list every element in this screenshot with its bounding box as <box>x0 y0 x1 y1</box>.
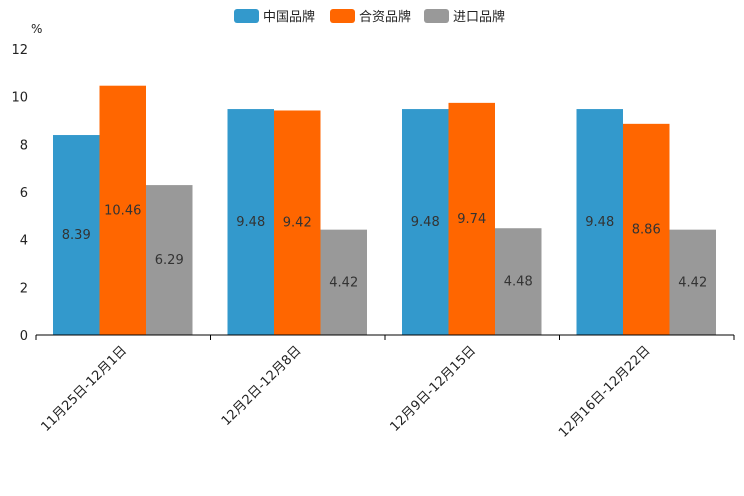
y-tick-label: 6 <box>20 186 28 201</box>
y-tick-label: 2 <box>20 281 28 296</box>
data-label: 8.39 <box>62 228 91 243</box>
bar <box>495 228 542 335</box>
data-label: 4.42 <box>678 275 707 290</box>
bar <box>448 102 495 335</box>
data-label: 9.48 <box>236 215 265 230</box>
legend-swatch <box>234 9 259 23</box>
legend-label: 进口品牌 <box>453 9 505 25</box>
y-tick-label: 0 <box>20 329 28 344</box>
x-tick-label: 11月25日-12月1日 <box>38 343 130 435</box>
bar <box>274 110 321 336</box>
legend-swatch <box>424 9 449 23</box>
y-tick-label: 10 <box>11 91 28 106</box>
data-label: 4.48 <box>504 275 533 290</box>
data-label: 8.86 <box>632 222 661 237</box>
x-tick-label: 12月9日-12月15日 <box>387 343 479 435</box>
data-label: 9.74 <box>457 212 486 227</box>
bar <box>402 109 449 335</box>
data-label: 9.42 <box>283 216 312 231</box>
data-label: 9.48 <box>411 215 440 230</box>
y-tick-label: 12 <box>11 43 28 58</box>
bar <box>320 229 367 335</box>
bars: 8.39 10.46 6.29 9.48 9.42 4.42 9.48 9.74 4.48 9.4… <box>53 85 716 336</box>
bar <box>53 135 100 335</box>
x-tick-label: 12月2日-12月8日 <box>219 343 305 429</box>
bar <box>623 123 670 335</box>
data-label: 9.48 <box>585 215 614 230</box>
bar <box>146 185 193 335</box>
legend-label: 合资品牌 <box>359 9 411 25</box>
bar <box>669 229 716 335</box>
legend-label: 中国品牌 <box>263 9 315 25</box>
bar <box>99 85 146 335</box>
bar <box>576 109 623 335</box>
y-axis: 0 2 4 6 8 10 12 <box>11 43 28 344</box>
data-label: 6.29 <box>155 253 184 268</box>
legend: 中国品牌 合资品牌 进口品牌 <box>234 9 505 25</box>
x-axis: 11月25日-12月1日 12月2日-12月8日 12月9日-12月15日 12月16… <box>35 334 735 441</box>
y-axis-unit-label: % <box>31 22 42 36</box>
data-label: 10.46 <box>104 203 141 218</box>
y-tick-label: 8 <box>20 138 28 153</box>
legend-swatch <box>330 9 355 23</box>
bar <box>227 109 274 335</box>
data-label: 4.42 <box>329 275 358 290</box>
y-tick-label: 4 <box>20 234 28 249</box>
x-tick-label: 12月16日-12月22日 <box>556 343 653 440</box>
